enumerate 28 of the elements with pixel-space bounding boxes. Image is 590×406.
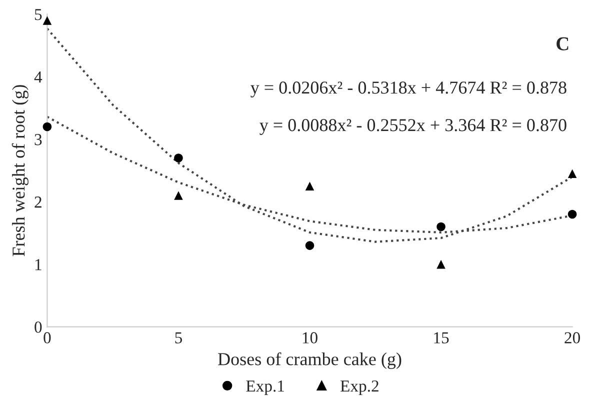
x-tick-label: 0	[44, 332, 51, 344]
point	[568, 169, 577, 178]
point	[436, 222, 446, 232]
legend-label: Exp.1	[246, 380, 284, 396]
y-tick-label: 1	[35, 259, 42, 270]
x-tick-label: 20	[564, 332, 580, 344]
annotation: C	[556, 37, 568, 50]
point	[436, 260, 446, 269]
y-axis-title: Fresh weight of root (g)	[12, 85, 28, 256]
y-tick-label: 2	[34, 196, 42, 208]
point	[174, 154, 183, 162]
annotation: y = 0.0088x² - 0.2552x + 3.364 R² = 0.870	[260, 119, 566, 135]
point	[568, 210, 577, 219]
x-axis-title: Doses of crambe cake (g)	[218, 352, 402, 369]
x-tick-label: 5	[175, 332, 182, 344]
point	[305, 182, 314, 191]
y-tick-label: 4	[34, 72, 42, 83]
point	[42, 16, 52, 25]
x-tick-label: 10	[302, 332, 318, 344]
point	[305, 241, 314, 250]
point	[174, 191, 183, 200]
x-tick-label: 15	[434, 332, 449, 344]
y-tick-label: 5	[34, 9, 42, 20]
annotation: y = 0.0206x² - 0.5318x + 4.7674 R² = 0.878	[250, 82, 566, 98]
legend-label: Exp.2	[340, 380, 378, 396]
point	[42, 122, 52, 132]
y-tick-label: 3	[34, 134, 42, 146]
y-tick-label: 0	[34, 322, 42, 333]
